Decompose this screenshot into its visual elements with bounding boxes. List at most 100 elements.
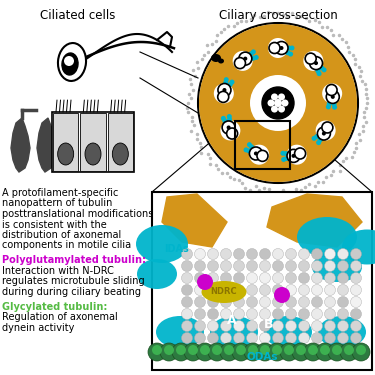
Circle shape bbox=[222, 121, 235, 134]
Circle shape bbox=[234, 321, 244, 332]
Circle shape bbox=[312, 273, 322, 284]
Circle shape bbox=[317, 127, 330, 140]
Circle shape bbox=[298, 309, 309, 320]
Ellipse shape bbox=[218, 58, 224, 63]
Circle shape bbox=[212, 345, 222, 355]
Circle shape bbox=[182, 297, 192, 307]
Circle shape bbox=[324, 297, 336, 307]
Circle shape bbox=[232, 51, 253, 71]
Ellipse shape bbox=[211, 54, 221, 62]
Text: Regulation of axonemal: Regulation of axonemal bbox=[2, 312, 118, 322]
Circle shape bbox=[312, 136, 316, 141]
Circle shape bbox=[220, 285, 231, 296]
Circle shape bbox=[316, 71, 322, 76]
Circle shape bbox=[221, 116, 226, 121]
Circle shape bbox=[273, 261, 284, 272]
Circle shape bbox=[338, 261, 348, 272]
Circle shape bbox=[356, 345, 366, 355]
Circle shape bbox=[220, 333, 231, 344]
Circle shape bbox=[312, 249, 322, 259]
Ellipse shape bbox=[58, 43, 86, 81]
Circle shape bbox=[320, 345, 330, 355]
Circle shape bbox=[319, 66, 324, 70]
Circle shape bbox=[273, 285, 284, 296]
Circle shape bbox=[271, 105, 278, 112]
Circle shape bbox=[246, 309, 258, 320]
Circle shape bbox=[338, 297, 348, 307]
Circle shape bbox=[324, 333, 336, 344]
Circle shape bbox=[288, 52, 293, 57]
Circle shape bbox=[305, 53, 316, 64]
Circle shape bbox=[207, 285, 219, 296]
Text: is consistent with the: is consistent with the bbox=[2, 219, 107, 230]
Circle shape bbox=[286, 45, 291, 51]
Circle shape bbox=[285, 333, 297, 344]
Circle shape bbox=[260, 297, 270, 307]
Circle shape bbox=[287, 149, 300, 162]
Circle shape bbox=[324, 261, 336, 272]
Circle shape bbox=[280, 151, 285, 156]
Circle shape bbox=[234, 273, 244, 284]
Circle shape bbox=[279, 46, 284, 50]
Circle shape bbox=[214, 84, 234, 104]
Circle shape bbox=[351, 321, 361, 332]
Circle shape bbox=[298, 249, 309, 259]
Circle shape bbox=[246, 249, 258, 259]
Circle shape bbox=[268, 38, 288, 58]
Circle shape bbox=[249, 150, 254, 154]
Circle shape bbox=[220, 321, 231, 332]
Circle shape bbox=[260, 273, 270, 284]
Circle shape bbox=[260, 321, 270, 332]
Circle shape bbox=[284, 151, 288, 156]
Circle shape bbox=[182, 273, 192, 284]
Circle shape bbox=[316, 132, 321, 138]
Circle shape bbox=[195, 285, 206, 296]
Ellipse shape bbox=[62, 53, 78, 75]
Circle shape bbox=[148, 343, 166, 361]
Circle shape bbox=[272, 345, 282, 355]
Text: Ciliated cells: Ciliated cells bbox=[40, 9, 116, 22]
Circle shape bbox=[312, 285, 322, 296]
Circle shape bbox=[198, 23, 358, 183]
Circle shape bbox=[248, 345, 258, 355]
Circle shape bbox=[332, 345, 342, 355]
Circle shape bbox=[207, 249, 219, 259]
Circle shape bbox=[236, 345, 246, 355]
Bar bbox=[80, 113, 106, 171]
Circle shape bbox=[182, 321, 192, 332]
Circle shape bbox=[182, 249, 192, 259]
Circle shape bbox=[182, 285, 192, 296]
Circle shape bbox=[312, 309, 322, 320]
Circle shape bbox=[332, 102, 337, 107]
Circle shape bbox=[226, 128, 238, 139]
Circle shape bbox=[246, 53, 251, 58]
Circle shape bbox=[318, 138, 322, 142]
Circle shape bbox=[338, 333, 348, 344]
Circle shape bbox=[182, 333, 192, 344]
Circle shape bbox=[234, 58, 246, 69]
Circle shape bbox=[308, 345, 318, 355]
Circle shape bbox=[220, 309, 231, 320]
Circle shape bbox=[249, 145, 269, 165]
Circle shape bbox=[290, 45, 294, 51]
Circle shape bbox=[268, 343, 286, 361]
Circle shape bbox=[351, 285, 361, 296]
Circle shape bbox=[224, 77, 229, 82]
Circle shape bbox=[250, 75, 306, 131]
Bar bbox=[235, 121, 290, 169]
Polygon shape bbox=[162, 194, 227, 247]
Text: A: A bbox=[227, 314, 237, 327]
Circle shape bbox=[152, 345, 162, 355]
Circle shape bbox=[232, 343, 250, 361]
Circle shape bbox=[246, 297, 258, 307]
Circle shape bbox=[220, 261, 231, 272]
Circle shape bbox=[291, 154, 296, 158]
Circle shape bbox=[218, 84, 231, 96]
Ellipse shape bbox=[137, 259, 177, 289]
Circle shape bbox=[199, 24, 357, 182]
Text: Polyglutamylated tubulin:: Polyglutamylated tubulin: bbox=[2, 255, 146, 265]
Circle shape bbox=[257, 150, 268, 161]
Bar bbox=[53, 113, 78, 171]
Circle shape bbox=[274, 287, 290, 303]
Ellipse shape bbox=[318, 316, 366, 348]
